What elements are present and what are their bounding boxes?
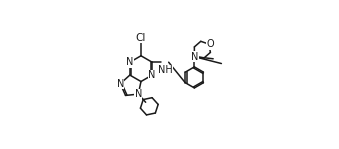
Text: NH: NH	[158, 65, 172, 75]
Text: N: N	[191, 52, 198, 62]
Text: Cl: Cl	[136, 33, 146, 43]
Text: N: N	[126, 57, 134, 67]
Text: N: N	[148, 70, 156, 80]
Text: N: N	[117, 79, 124, 89]
Text: N: N	[135, 89, 142, 99]
Text: O: O	[206, 39, 214, 49]
